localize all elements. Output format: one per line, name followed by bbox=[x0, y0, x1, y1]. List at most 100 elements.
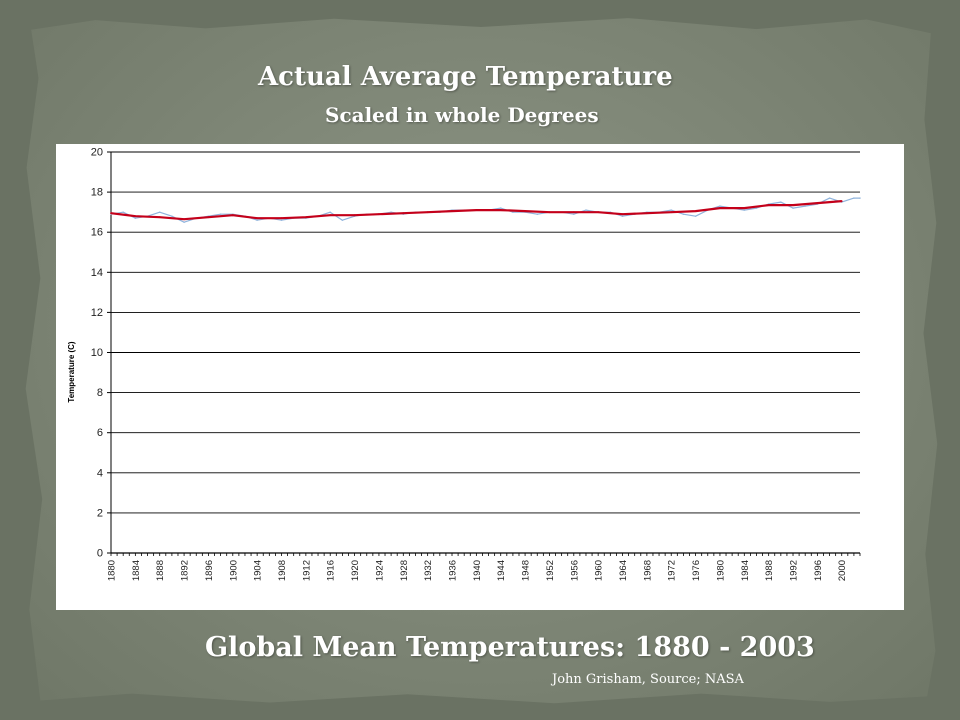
data-point-annual-1994 bbox=[804, 205, 806, 207]
data-point-smoothed-1928 bbox=[402, 212, 405, 215]
data-point-smoothed-1920 bbox=[353, 214, 356, 217]
data-point-smoothed-1912 bbox=[305, 216, 307, 219]
grid-layer bbox=[111, 151, 860, 554]
y-tick-label-12: 12 bbox=[91, 307, 103, 319]
y-tick-label-10: 10 bbox=[91, 347, 103, 359]
data-point-smoothed-1944 bbox=[499, 209, 502, 211]
y-tick-label-0: 0 bbox=[97, 548, 103, 560]
x-tick-label-1948: 1948 bbox=[521, 560, 532, 581]
y-tick-label-4: 4 bbox=[97, 467, 103, 479]
y-tick-label-8: 8 bbox=[97, 387, 103, 399]
x-tick-label-1992: 1992 bbox=[789, 560, 800, 581]
x-tick-label-1884: 1884 bbox=[131, 560, 142, 581]
data-point-annual-1976 bbox=[694, 215, 697, 217]
x-tick-label-1976: 1976 bbox=[691, 560, 702, 581]
x-tick-label-1932: 1932 bbox=[423, 560, 434, 581]
x-tick-label-1908: 1908 bbox=[277, 560, 288, 581]
data-point-smoothed-1996 bbox=[816, 202, 819, 204]
data-point-smoothed-1964 bbox=[621, 213, 624, 216]
data-point-annual-1972 bbox=[670, 209, 672, 211]
x-tick-label-1940: 1940 bbox=[472, 560, 483, 581]
y-tick-label-16: 16 bbox=[91, 227, 103, 239]
data-point-annual-1888 bbox=[159, 211, 161, 213]
data-point-smoothed-1992 bbox=[792, 204, 794, 206]
data-point-smoothed-1908 bbox=[280, 217, 283, 220]
temperature-chart: 0 2 4 6 8 10 12 14 16 18 20 1880 1884 1888 1892 1896 190… bbox=[67, 147, 861, 581]
data-point-smoothed-1956 bbox=[572, 211, 575, 214]
x-tick-label-1972: 1972 bbox=[667, 560, 678, 581]
data-point-smoothed-1936 bbox=[451, 210, 453, 212]
data-point-smoothed-1932 bbox=[426, 211, 429, 214]
x-tick-label-1956: 1956 bbox=[569, 560, 580, 581]
data-point-smoothed-1940 bbox=[475, 209, 478, 211]
data-point-annual-1884 bbox=[134, 217, 137, 219]
x-tick-label-1996: 1996 bbox=[813, 560, 824, 581]
data-point-annual-2002 bbox=[853, 197, 855, 199]
data-point-smoothed-1988 bbox=[767, 204, 770, 206]
data-point-smoothed-2000 bbox=[840, 200, 843, 202]
source-credit: John Grisham, Source; NASA bbox=[552, 672, 744, 687]
x-tick-label-1924: 1924 bbox=[374, 560, 385, 581]
data-point-annual-1892 bbox=[183, 221, 185, 223]
data-point-smoothed-1892 bbox=[183, 218, 185, 221]
data-point-annual-1964 bbox=[621, 215, 624, 217]
x-tick-label-1900: 1900 bbox=[228, 560, 239, 581]
y-tick-label-6: 6 bbox=[97, 427, 103, 439]
data-point-annual-1916 bbox=[329, 211, 331, 213]
data-point-annual-1958 bbox=[585, 209, 587, 211]
data-point-annual-1918 bbox=[341, 219, 344, 221]
y-tick-label-20: 20 bbox=[91, 147, 103, 159]
slide-subtitle: Scaled in whole Degrees bbox=[325, 103, 599, 127]
x-tick-label-1980: 1980 bbox=[715, 560, 726, 581]
data-point-annual-1980 bbox=[719, 205, 721, 207]
data-point-annual-1974 bbox=[682, 213, 685, 215]
axis-layer: 0 2 4 6 8 10 12 14 16 18 20 1880 1884 1888 1892 1896 190… bbox=[91, 147, 861, 581]
x-tick-label-1880: 1880 bbox=[107, 560, 118, 581]
data-point-annual-1984 bbox=[743, 209, 745, 211]
data-point-smoothed-1968 bbox=[646, 212, 648, 215]
slide-title: Actual Average Temperature bbox=[258, 62, 673, 92]
y-tick-label-18: 18 bbox=[91, 187, 103, 199]
data-point-smoothed-1916 bbox=[329, 214, 332, 217]
data-point-smoothed-1904 bbox=[256, 217, 258, 220]
data-point-smoothed-1884 bbox=[134, 215, 137, 218]
data-point-smoothed-1948 bbox=[524, 210, 526, 212]
slide-caption: Global Mean Temperatures: 1880 - 2003 bbox=[205, 632, 815, 663]
x-tick-label-1936: 1936 bbox=[448, 560, 459, 581]
data-point-smoothed-1952 bbox=[548, 211, 551, 214]
x-tick-label-1988: 1988 bbox=[764, 560, 775, 581]
data-point-smoothed-1972 bbox=[670, 211, 673, 214]
y-tick-label-14: 14 bbox=[91, 267, 103, 279]
data-point-annual-1908 bbox=[280, 219, 283, 221]
data-point-smoothed-1960 bbox=[597, 211, 600, 214]
x-tick-label-1896: 1896 bbox=[204, 560, 215, 581]
x-tick-label-1928: 1928 bbox=[399, 560, 410, 581]
x-tick-label-1968: 1968 bbox=[642, 560, 653, 581]
chart-panel: 0 2 4 6 8 10 12 14 16 18 20 1880 1884 1888 1892 1896 190… bbox=[56, 144, 904, 610]
x-tick-label-2000: 2000 bbox=[837, 560, 848, 581]
data-point-annual-1904 bbox=[256, 219, 258, 221]
data-point-smoothed-1976 bbox=[694, 210, 697, 212]
x-tick-label-1904: 1904 bbox=[253, 560, 264, 581]
data-point-smoothed-1900 bbox=[231, 214, 234, 217]
data-point-annual-1898 bbox=[219, 213, 222, 215]
data-point-annual-1890 bbox=[171, 215, 173, 217]
data-point-annual-1950 bbox=[536, 213, 538, 215]
data-point-smoothed-1984 bbox=[743, 207, 746, 209]
x-tick-label-1952: 1952 bbox=[545, 560, 556, 581]
y-axis-label: Temperature (C) bbox=[67, 341, 76, 403]
data-point-annual-1992 bbox=[792, 207, 794, 209]
series-layer bbox=[110, 197, 861, 223]
data-point-annual-1998 bbox=[828, 197, 831, 199]
data-point-annual-1990 bbox=[780, 201, 782, 203]
x-tick-label-1888: 1888 bbox=[155, 560, 166, 581]
data-point-annual-1944 bbox=[500, 207, 502, 209]
x-tick-label-1964: 1964 bbox=[618, 560, 629, 581]
data-point-annual-1956 bbox=[573, 213, 575, 215]
x-tick-label-1920: 1920 bbox=[350, 560, 361, 581]
data-point-smoothed-1880 bbox=[110, 212, 112, 215]
data-point-annual-1946 bbox=[512, 211, 514, 213]
data-point-smoothed-1896 bbox=[207, 216, 210, 219]
y-tick-label-2: 2 bbox=[97, 507, 103, 519]
x-tick-label-1960: 1960 bbox=[594, 560, 605, 581]
